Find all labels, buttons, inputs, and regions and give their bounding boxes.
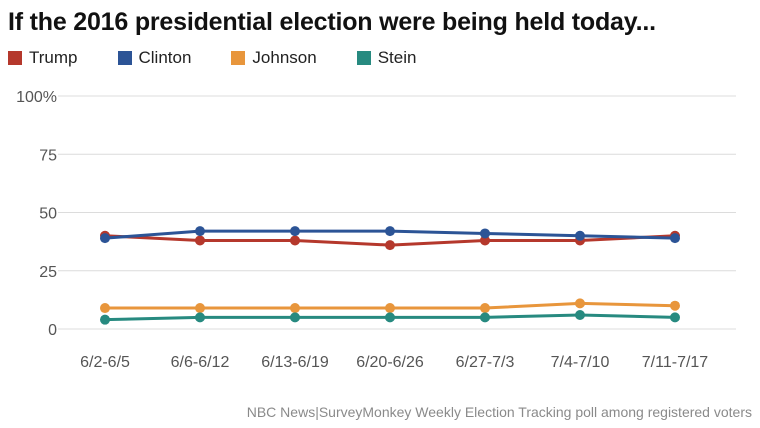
data-point-trump-4 [385, 240, 395, 251]
data-point-johnson-6 [575, 298, 585, 309]
data-point-stein-7 [670, 312, 680, 323]
y-tick-label-0: 0 [48, 322, 57, 339]
legend: Trump Clinton Johnson Stein [8, 46, 456, 70]
data-point-clinton-3 [290, 226, 300, 237]
data-point-clinton-6 [575, 230, 585, 241]
legend-swatch-trump [8, 51, 22, 65]
data-point-trump-2 [195, 235, 205, 246]
x-tick-label-5: 6/27-7/3 [456, 354, 515, 371]
legend-label-johnson: Johnson [252, 48, 317, 67]
data-point-johnson-1 [100, 303, 110, 314]
data-point-stein-6 [575, 310, 585, 321]
data-point-clinton-4 [385, 226, 395, 237]
data-point-johnson-3 [290, 303, 300, 314]
x-tick-label-4: 6/20-6/26 [356, 354, 424, 371]
data-point-stein-1 [100, 314, 110, 325]
legend-swatch-stein [356, 51, 371, 65]
data-point-clinton-1 [100, 233, 110, 244]
x-tick-label-1: 6/2-6/5 [80, 354, 130, 371]
legend-item-clinton: Clinton [117, 48, 192, 68]
data-point-clinton-5 [480, 228, 490, 239]
legend-swatch-johnson [231, 51, 246, 65]
y-tick-label-75: 75 [39, 147, 57, 164]
data-point-johnson-4 [385, 303, 395, 314]
y-tick-label-100: 100% [16, 89, 57, 106]
data-point-clinton-7 [670, 233, 680, 244]
legend-item-trump: Trump [8, 48, 78, 68]
legend-item-johnson: Johnson [231, 48, 317, 68]
x-tick-label-3: 6/13-6/19 [261, 354, 329, 371]
legend-swatch-clinton [117, 51, 132, 65]
source-note: NBC News|SurveyMonkey Weekly Election Tr… [246, 404, 752, 420]
legend-label-trump: Trump [29, 48, 78, 67]
legend-label-clinton: Clinton [138, 48, 192, 67]
chart-title: If the 2016 presidential election were b… [8, 8, 656, 36]
legend-item-stein: Stein [356, 48, 417, 68]
x-tick-label-7: 7/11-7/17 [642, 354, 709, 371]
x-tick-label-6: 7/4-7/10 [551, 354, 610, 371]
data-point-trump-3 [290, 235, 300, 246]
data-point-trump-5 [480, 235, 490, 246]
data-point-clinton-2 [195, 226, 205, 237]
data-point-johnson-2 [195, 303, 205, 314]
legend-label-stein: Stein [377, 48, 417, 67]
data-point-stein-2 [195, 312, 205, 323]
data-point-stein-3 [290, 312, 300, 323]
data-point-stein-5 [480, 312, 490, 323]
y-tick-label-50: 50 [39, 206, 57, 223]
data-point-stein-4 [385, 312, 395, 323]
data-point-johnson-7 [670, 300, 680, 311]
y-tick-label-25: 25 [39, 264, 57, 281]
x-tick-label-2: 6/6-6/12 [171, 354, 230, 371]
data-point-johnson-5 [480, 303, 490, 314]
